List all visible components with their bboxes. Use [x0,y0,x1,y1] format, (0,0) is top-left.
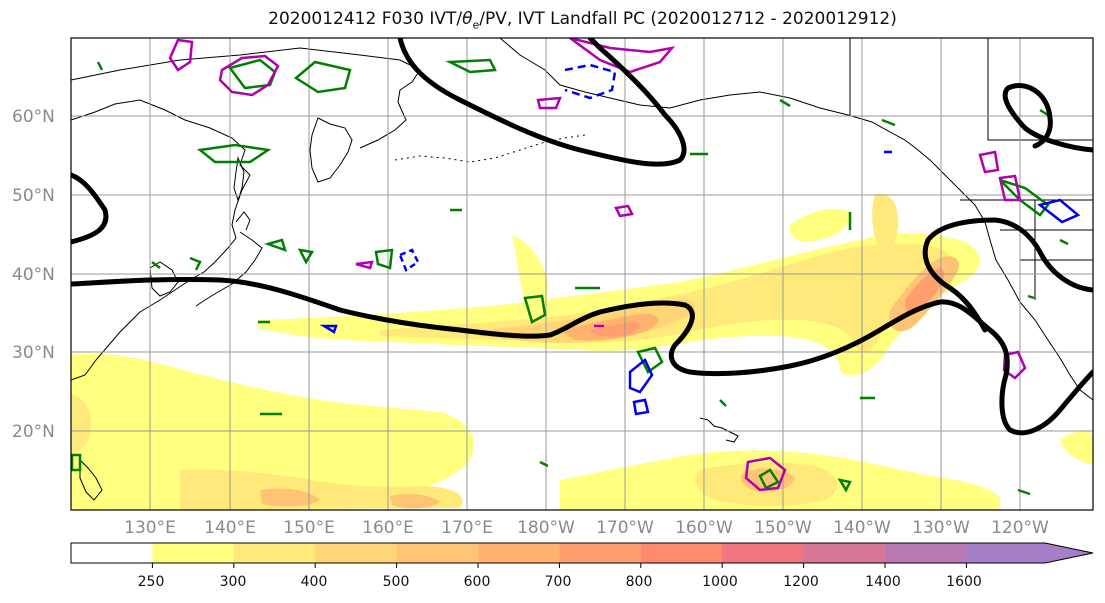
lon-label: 170°W [596,518,654,538]
colorbar-box [885,543,967,563]
japan [195,211,263,307]
lon-label: 130°E [124,518,176,538]
pv-positive-contours [168,38,1027,492]
lon-label: 170°E [441,518,493,538]
colorbar-box [559,543,642,563]
colorbar-boxes [71,543,1093,563]
latitude-labels: 60°N 50°N 40°N 30°N 20°N [12,107,55,442]
theta-e-contours [71,58,1069,496]
ivt-shading [71,194,1093,510]
colorbar-label: 800 [626,574,653,590]
colorbar-label: 1000 [702,574,738,590]
colorbar-label: 300 [220,574,247,590]
colorbar-box [315,543,398,563]
colorbar-label: 500 [383,574,410,590]
colorbar: 250 300 400 500 600 700 800 1000 1200 14… [70,542,1094,590]
map-frame [70,37,1094,511]
ivt-east-edge [1060,430,1093,465]
lat-label: 60°N [12,107,55,127]
lon-label: 160°E [362,518,414,538]
longitude-labels: 130°E 140°E 150°E 160°E 170°E 180°W 170°… [124,518,1049,538]
colorbar-label: 700 [545,574,572,590]
colorbar-label: 1600 [946,574,982,590]
ivt-plume-ne [872,194,899,255]
ivt-plume [512,236,549,305]
asia-coast [71,99,251,381]
colorbar-box [640,543,723,563]
lon-label: 180°W [517,518,575,538]
aleutians [394,134,586,163]
colorbar-label: 1200 [783,574,819,590]
pc-contours [71,38,1093,436]
ivt-west-edge [71,395,92,453]
lon-label: 140°E [204,518,256,538]
colorbar-box [233,543,316,563]
philippines [79,458,103,501]
ivt-tropics [71,353,474,510]
ivt-tropics-3 [260,488,320,507]
korea [149,261,179,297]
colorbar-box [71,543,153,563]
colorbar-ticks [151,563,967,568]
ivt-band-ar-2 [380,243,953,353]
colorbar-box [396,543,479,563]
colorbar-label: 400 [301,574,328,590]
us-border [849,38,1093,300]
lon-label: 150°W [754,518,812,538]
lon-label: 150°E [283,518,335,538]
lat-label: 20°N [12,422,55,442]
graticule [71,38,1093,510]
colorbar-box [966,543,1093,563]
colorbar-label: 250 [138,574,165,590]
lon-label: 160°W [675,518,733,538]
lon-label: 140°W [833,518,891,538]
colorbar-box [722,543,805,563]
ivt-plume-n [789,208,851,242]
lat-label: 50°N [12,186,55,206]
colorbar-label: 1400 [865,574,901,590]
kamchatka [309,117,353,183]
ivt-band-ar-5 [590,322,641,337]
sakhalin [233,156,245,202]
lon-label: 120°W [991,518,1049,538]
ivt-core-ne-2 [905,268,945,313]
colorbar-box [803,543,886,563]
hawaii [699,417,739,443]
colorbar-box [152,543,235,563]
colorbar-box [478,543,560,563]
lat-label: 30°N [12,343,55,363]
colorbar-label: 600 [464,574,491,590]
alaska [499,38,1093,401]
colorbar-outline [70,542,1094,564]
lat-label: 40°N [12,265,55,285]
map-title: 2020012412 F030 IVT/θe/PV, IVT Landfall … [268,9,897,32]
ivt-tropics-4 [390,494,440,509]
lon-label: 130°W [912,518,970,538]
colorbar-labels: 250 300 400 500 600 700 800 1000 1200 14… [138,574,982,590]
